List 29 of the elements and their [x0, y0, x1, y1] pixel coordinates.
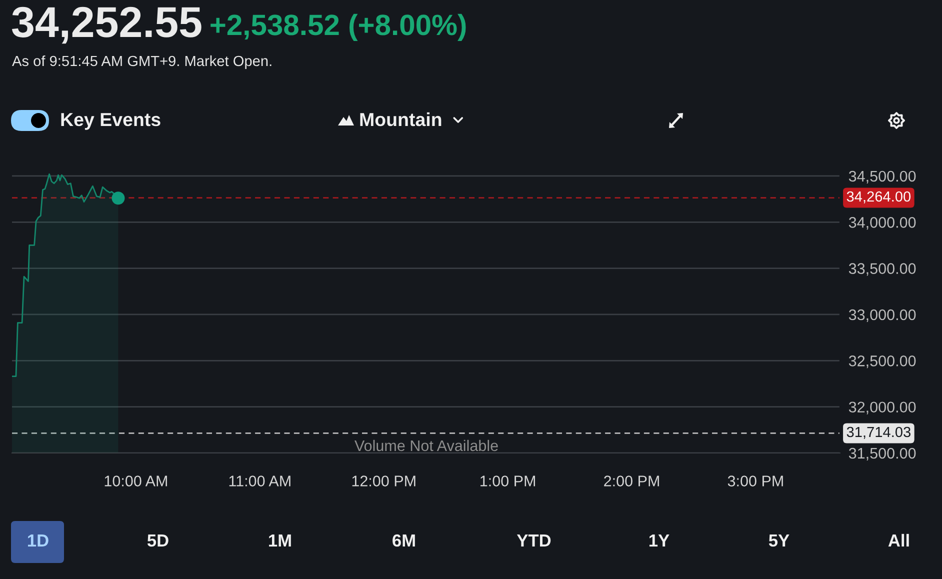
y-tick-label: 33,000.00	[848, 309, 916, 322]
x-tick-label: 2:00 PM	[604, 476, 659, 486]
text: 1D	[28, 534, 48, 546]
text: YTD	[516, 534, 551, 546]
ref-line-label: 31,714.03	[846, 426, 910, 439]
text: Mountain	[360, 112, 442, 126]
annotation: Volume Not Available	[354, 440, 498, 452]
x-tick-label: 10:00 AM	[104, 476, 167, 486]
x-tick-label: 11:00 AM	[229, 476, 290, 486]
text: 6M	[392, 534, 415, 547]
x-tick-label: 3:00 PM	[728, 476, 783, 486]
text: 5D	[147, 534, 168, 547]
x-tick-label: 12:00 PM	[352, 476, 416, 486]
chart-subtitle: +2,538.52 (+8.00%)	[210, 14, 466, 42]
y-tick-label: 31,500.00	[848, 448, 916, 460]
y-tick-label: 34,000.00	[848, 217, 916, 230]
text: 1M	[269, 534, 291, 546]
text: 1Y	[649, 534, 670, 546]
text: 5Y	[768, 534, 790, 547]
y-tick-label: 33,500.00	[848, 263, 916, 276]
y-tick-label: 32,500.00	[848, 356, 916, 368]
text: As of 9:51:45 AM GMT+9. Market Open.	[12, 55, 272, 70]
y-tick-label: 34,500.00	[848, 170, 916, 184]
text: Key Events	[61, 113, 160, 130]
chart-title: 34,252.55	[12, 6, 202, 44]
ref-line-label: 34,264.00	[846, 191, 911, 204]
text: All	[888, 534, 909, 546]
y-tick-label: 32,000.00	[848, 402, 916, 414]
x-tick-label: 1:00 PM	[480, 476, 536, 486]
